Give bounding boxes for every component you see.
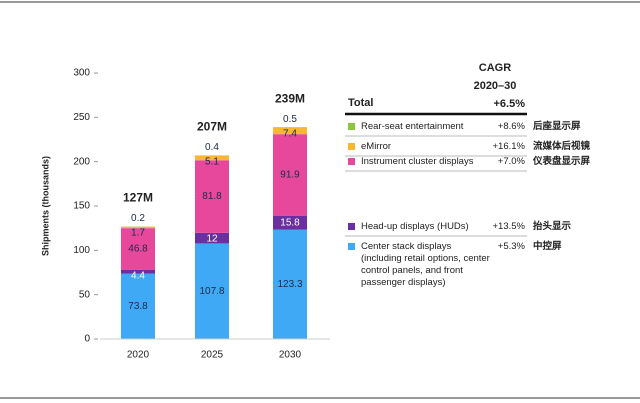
total-cagr: +6.5% bbox=[494, 98, 526, 110]
y-tick-label: 0 bbox=[84, 334, 90, 345]
value-label: 0.5 bbox=[283, 114, 297, 125]
bar-segment bbox=[195, 160, 229, 233]
y-tick-label: 100 bbox=[73, 245, 90, 256]
value-label: 46.8 bbox=[128, 244, 148, 255]
value-label: 73.8 bbox=[128, 301, 148, 312]
legend-cagr: +13.5% bbox=[492, 221, 526, 232]
legend-name: eMirror bbox=[361, 141, 392, 152]
legend-swatch bbox=[348, 223, 355, 230]
y-tick-label: 150 bbox=[73, 201, 90, 212]
legend-swatch bbox=[348, 158, 355, 165]
total-label: 239M bbox=[275, 91, 305, 105]
legend-swatch bbox=[348, 243, 355, 250]
bar-segment bbox=[121, 228, 155, 270]
bar-segment bbox=[121, 226, 155, 229]
x-tick-label: 2020 bbox=[127, 350, 150, 361]
value-label: 123.3 bbox=[277, 279, 302, 290]
value-label: 0.4 bbox=[205, 142, 219, 153]
value-label: 1.7 bbox=[131, 227, 145, 238]
value-label: 15.8 bbox=[280, 217, 300, 228]
y-tick-label: 50 bbox=[79, 289, 91, 300]
y-tick-label: 300 bbox=[73, 68, 90, 79]
value-label: 4.4 bbox=[131, 270, 145, 281]
x-tick-label: 2025 bbox=[201, 350, 224, 361]
value-label: 0.2 bbox=[131, 213, 145, 224]
legend-name: Instrument cluster displays bbox=[361, 156, 474, 167]
bar-segment bbox=[195, 232, 229, 244]
cagr-header: CAGR bbox=[479, 62, 511, 74]
legend-zh: 中控屏 bbox=[533, 241, 562, 252]
legend-swatch bbox=[348, 143, 355, 150]
legend-swatch bbox=[348, 123, 355, 130]
legend-zh: 仪表盘显示屏 bbox=[533, 156, 591, 167]
total-label: Total bbox=[348, 97, 373, 109]
bar-segment bbox=[273, 215, 307, 230]
y-tick-label: 250 bbox=[73, 112, 90, 123]
value-label: 81.8 bbox=[202, 191, 222, 202]
total-label: 127M bbox=[123, 191, 153, 205]
legend-name: Center stack displays (including retail … bbox=[361, 241, 490, 288]
legend-cagr: +7.0% bbox=[497, 156, 525, 167]
total-label: 207M bbox=[197, 120, 227, 134]
legend-cagr: +16.1% bbox=[492, 141, 526, 152]
y-tick-label: 200 bbox=[73, 156, 90, 167]
value-label: 107.8 bbox=[199, 286, 224, 297]
legend-name: Rear-seat entertainment bbox=[361, 121, 464, 132]
value-label: 91.9 bbox=[280, 170, 300, 181]
legend-cagr: +5.3% bbox=[497, 241, 525, 252]
bar-segment bbox=[273, 229, 307, 339]
bar-segment bbox=[195, 155, 229, 161]
legend-cagr: +8.6% bbox=[497, 121, 525, 132]
y-axis-label: Shipments (thousands) bbox=[40, 156, 50, 256]
legend-zh: 抬头显示 bbox=[533, 221, 572, 232]
bar-segment bbox=[273, 134, 307, 216]
bar-segment bbox=[121, 273, 155, 339]
legend-zh: 后座显示屏 bbox=[533, 121, 581, 132]
cagr-period: 2020–30 bbox=[474, 80, 517, 92]
x-tick-label: 2030 bbox=[279, 350, 302, 361]
value-label: 5.1 bbox=[205, 156, 219, 167]
legend-name: Head-up displays (HUDs) bbox=[361, 221, 469, 232]
bar-segment bbox=[121, 269, 155, 274]
value-label: 7.4 bbox=[283, 128, 297, 139]
value-label: 12 bbox=[206, 233, 218, 244]
bar-segment bbox=[195, 243, 229, 339]
legend-zh: 流媒体后视镜 bbox=[533, 141, 591, 152]
bar-segment bbox=[273, 127, 307, 135]
